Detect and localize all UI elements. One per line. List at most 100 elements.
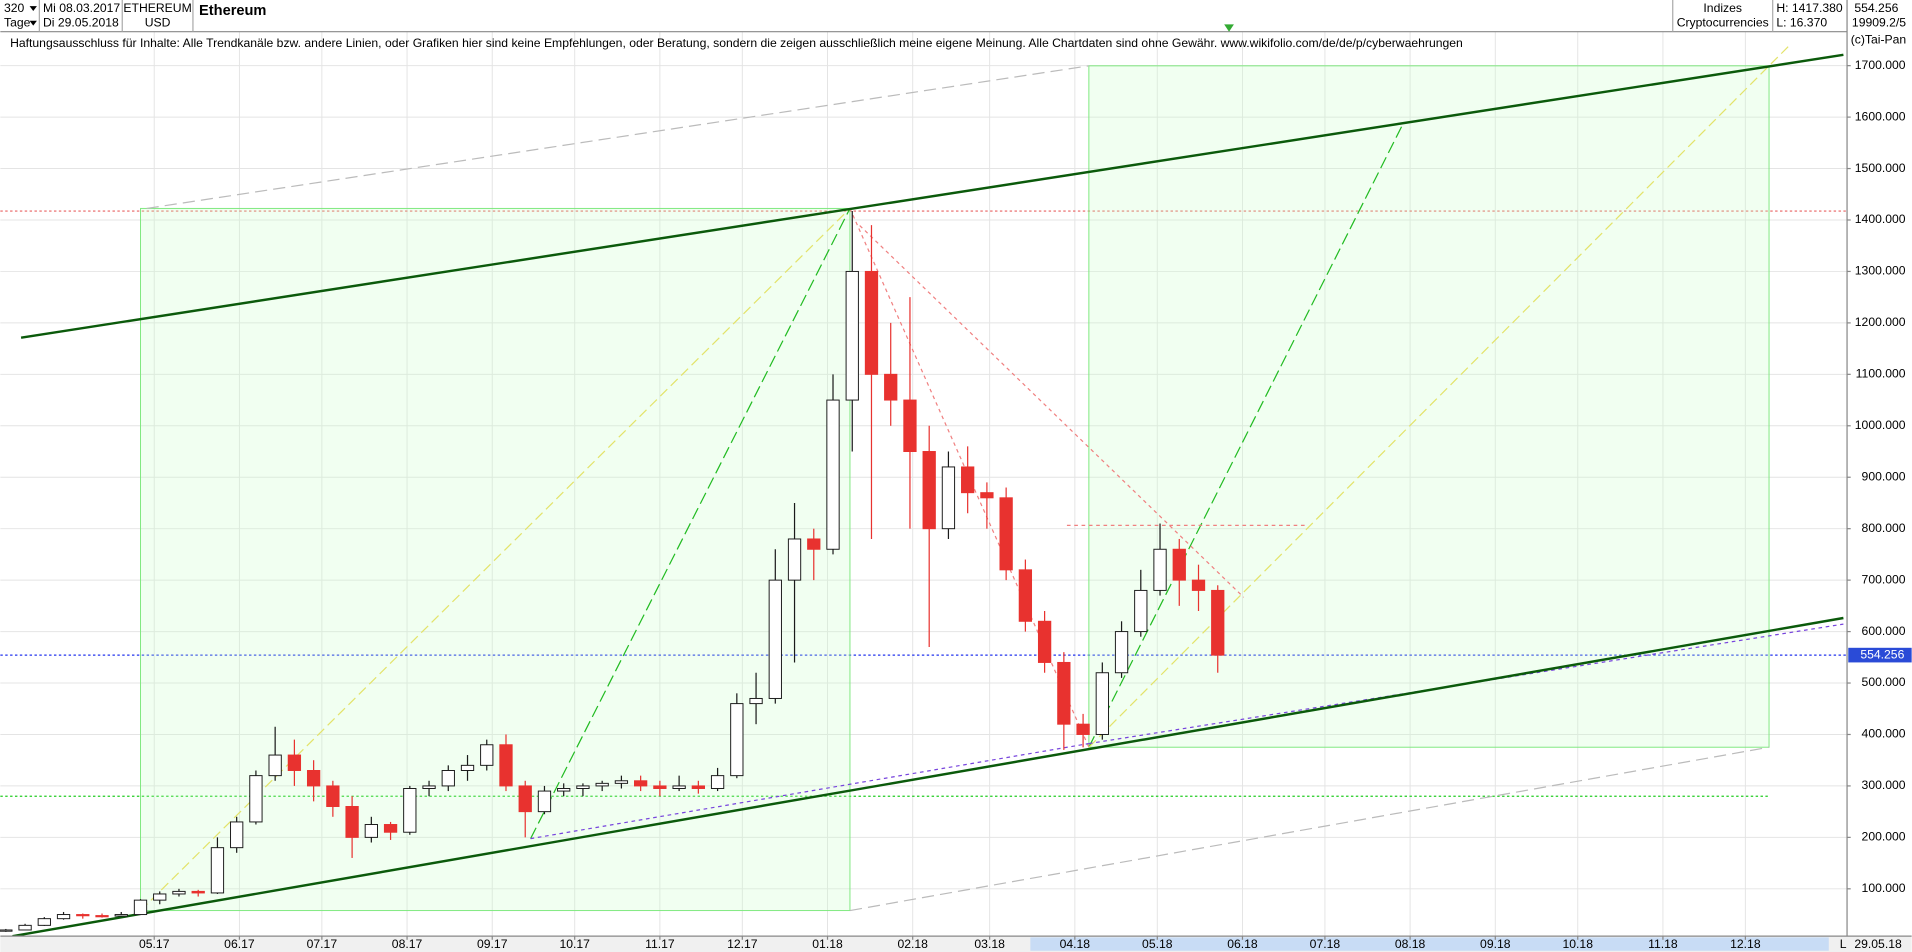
candle-body [306, 770, 321, 787]
candle-body [56, 914, 71, 920]
y-tick-label: 1000.000 [1855, 418, 1906, 432]
x-tick-label: 07.17 [307, 937, 338, 951]
candle-body [1114, 631, 1129, 674]
candle-body [730, 703, 744, 777]
candle-body [480, 744, 494, 766]
candle-body [114, 914, 128, 917]
y-tick-label: 1700.000 [1855, 58, 1906, 72]
candle-body [653, 785, 667, 789]
candle-body [172, 890, 186, 895]
x-tick-label: 01.18 [812, 937, 843, 951]
y-tick-label: 1300.000 [1855, 264, 1906, 278]
candle-body [999, 497, 1013, 571]
y-tick-label: 1100.000 [1856, 367, 1906, 381]
y-tick-label: 1600.000 [1855, 109, 1906, 123]
x-tick-label: 03.18 [974, 937, 1005, 951]
x-tick-label: 10.18 [1563, 937, 1594, 951]
marker [1224, 24, 1234, 32]
header-bar [0, 0, 1912, 32]
candle-body [191, 890, 205, 894]
candle-body [210, 847, 225, 894]
box [1088, 65, 1770, 748]
candle-body [1076, 723, 1090, 735]
x-tick-label: 08.18 [1395, 937, 1426, 951]
candle-body [441, 770, 455, 787]
candle-body [76, 914, 90, 917]
candle-body [460, 764, 475, 771]
high: H: 1417.380 [1776, 1, 1843, 15]
x-tick-label: 08.17 [392, 937, 423, 951]
dropdown-arrow[interactable] [29, 6, 37, 11]
candle-body [326, 785, 340, 807]
group: Indizes [1703, 1, 1742, 15]
candle-body [153, 893, 167, 901]
candle-body [768, 579, 782, 699]
candle-body [518, 785, 532, 813]
y-tick-label: 300.000 [1862, 778, 1906, 792]
candle-body [1134, 589, 1148, 633]
start-date: Mi 08.03.2017 [43, 1, 120, 15]
candle-body [345, 806, 359, 838]
candle-body [249, 775, 263, 823]
instrument-name: Ethereum [199, 3, 266, 19]
candle-body [133, 899, 148, 916]
candles [0, 211, 1225, 932]
subgroup: Cryptocurrencies [1677, 15, 1769, 29]
candle-body [403, 788, 417, 833]
y-tick-label: 900.000 [1862, 469, 1906, 483]
candle-body [95, 915, 109, 918]
y-tick-label: 100.000 [1862, 881, 1906, 895]
candle-body [691, 785, 705, 789]
x-tick-label: 09.18 [1480, 937, 1511, 951]
candle-body [1057, 661, 1071, 725]
scale-mode[interactable]: L [1840, 937, 1847, 951]
copyright: (c)Tai-Pan [1851, 32, 1906, 46]
candle-body [634, 780, 648, 787]
dashed-line [849, 746, 1770, 912]
candle-body [1153, 548, 1167, 591]
candle-body [1095, 672, 1109, 735]
candle-body [1018, 569, 1033, 622]
dotted-line [859, 225, 1245, 598]
dropdown-arrow[interactable] [29, 20, 37, 26]
candle-body [576, 785, 590, 789]
candle-body [672, 785, 686, 789]
drawings [12, 45, 1844, 938]
y-tick-label: 600.000 [1862, 624, 1906, 638]
period[interactable]: 320 [4, 1, 25, 15]
currency: USD [145, 15, 171, 29]
last-price-label: 554.256 [1860, 647, 1904, 661]
x-tick-label: 10.17 [559, 937, 590, 951]
dashed-line [1088, 45, 1789, 748]
candle-body [1037, 620, 1052, 663]
x-tick-label: 09.17 [477, 937, 508, 951]
dashed-line [530, 208, 851, 839]
y-tick-label: 1500.000 [1855, 161, 1906, 175]
candle-body [1172, 548, 1186, 581]
candle-body [383, 824, 398, 833]
last-date: 29.05.18 [1854, 937, 1902, 951]
last-price-tag [1848, 647, 1912, 663]
y-tick-label: 1400.000 [1855, 212, 1906, 226]
candle-body [595, 782, 609, 787]
x-tick-label: 07.18 [1310, 937, 1341, 951]
candle-body [961, 466, 975, 494]
candle-body [826, 399, 840, 550]
candle-body [787, 538, 802, 581]
x-tick-label: 05.18 [1142, 937, 1173, 951]
unit[interactable]: Tage [4, 15, 31, 29]
candle-body [557, 788, 571, 792]
candle-body [1191, 579, 1206, 591]
candle-body [922, 451, 936, 530]
symbol: ETHEREUM [123, 1, 191, 15]
last: 554.256 [1854, 1, 1898, 15]
scroll-range[interactable] [1030, 937, 1829, 951]
candle-body [749, 697, 763, 705]
candle-body [37, 918, 51, 926]
low: L: 16.370 [1776, 15, 1827, 29]
x-tick-label: 06.18 [1227, 937, 1258, 951]
end-date: Di 29.05.2018 [43, 15, 119, 29]
candle-body [884, 373, 898, 401]
